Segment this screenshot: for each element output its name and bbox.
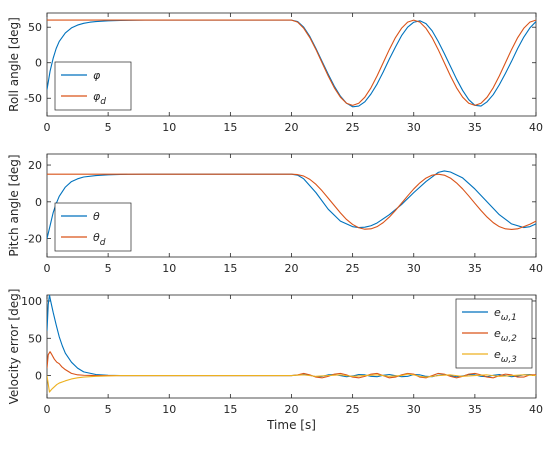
x-tick-label: 30 [407, 121, 421, 134]
chart-panel-2: 0 5 10 15 20 25 30 35 40 -20 0 20 Pitch angle [deg] θ… [7, 153, 543, 275]
y-tick-label: -20 [24, 233, 42, 246]
legend-label: eω,1 [494, 306, 517, 323]
x-tick-label: 35 [468, 121, 482, 134]
series-group [47, 170, 536, 239]
legend-label: φ [93, 69, 101, 82]
legend-label: θ [93, 210, 100, 223]
series-line-1 [47, 170, 536, 239]
x-tick-label: 10 [162, 262, 176, 275]
x-tick-label: 0 [44, 262, 51, 275]
legend-label: eω,3 [494, 348, 517, 365]
x-axis-label: Time [s] [266, 418, 316, 432]
series-line-2 [47, 173, 536, 230]
y-axis-label: Pitch angle [deg] [7, 154, 21, 256]
y-tick-label: 0 [35, 370, 42, 383]
legend-box [54, 61, 132, 111]
x-tick-label: 40 [529, 121, 543, 134]
legend-label: θd [93, 231, 106, 248]
x-tick-label: 40 [529, 403, 543, 416]
x-tick-label: 5 [105, 403, 112, 416]
x-tick-label: 25 [346, 121, 360, 134]
x-tick-label: 5 [105, 262, 112, 275]
x-tick-label: 30 [407, 403, 421, 416]
series-line-2 [47, 19, 536, 106]
legend-label: eω,2 [494, 327, 517, 344]
x-tick-label: 10 [162, 403, 176, 416]
x-tick-label: 30 [407, 262, 421, 275]
x-tick-label: 35 [468, 403, 482, 416]
legend-box [54, 202, 132, 252]
x-tick-label: 20 [285, 262, 299, 275]
x-tick-label: 35 [468, 262, 482, 275]
y-tick-label: 0 [35, 196, 42, 209]
x-tick-label: 5 [105, 121, 112, 134]
x-tick-label: 15 [223, 262, 237, 275]
x-tick-label: 25 [346, 262, 360, 275]
x-tick-label: 15 [223, 403, 237, 416]
y-tick-label: 0 [35, 57, 42, 70]
x-tick-label: 0 [44, 403, 51, 416]
chart-panel-1: 0 5 10 15 20 25 30 35 40 -50 0 50 Roll angle [deg] φφ… [7, 12, 543, 134]
x-tick-label: 20 [285, 403, 299, 416]
y-tick-label: 50 [28, 21, 42, 34]
legend-label: φd [93, 90, 106, 107]
y-tick-label: 100 [21, 295, 42, 308]
y-tick-label: 20 [28, 159, 42, 172]
y-axis-label: Roll angle [deg] [7, 17, 21, 112]
series-group [47, 295, 536, 393]
x-tick-label: 15 [223, 121, 237, 134]
y-tick-label: 50 [28, 332, 42, 345]
x-tick-label: 0 [44, 121, 51, 134]
y-tick-label: -50 [24, 92, 42, 105]
x-tick-label: 20 [285, 121, 299, 134]
series-line-3 [47, 373, 536, 393]
y-axis-label: Velocity error [deg] [7, 289, 21, 405]
series-group [47, 19, 536, 108]
x-tick-label: 10 [162, 121, 176, 134]
legend: φ φd [54, 61, 132, 111]
legend: eω,1 eω,2 eω,3 [455, 298, 533, 369]
x-tick-label: 40 [529, 262, 543, 275]
legend: θ θd [54, 202, 132, 252]
series-line-1 [47, 19, 536, 108]
x-tick-label: 25 [346, 403, 360, 416]
